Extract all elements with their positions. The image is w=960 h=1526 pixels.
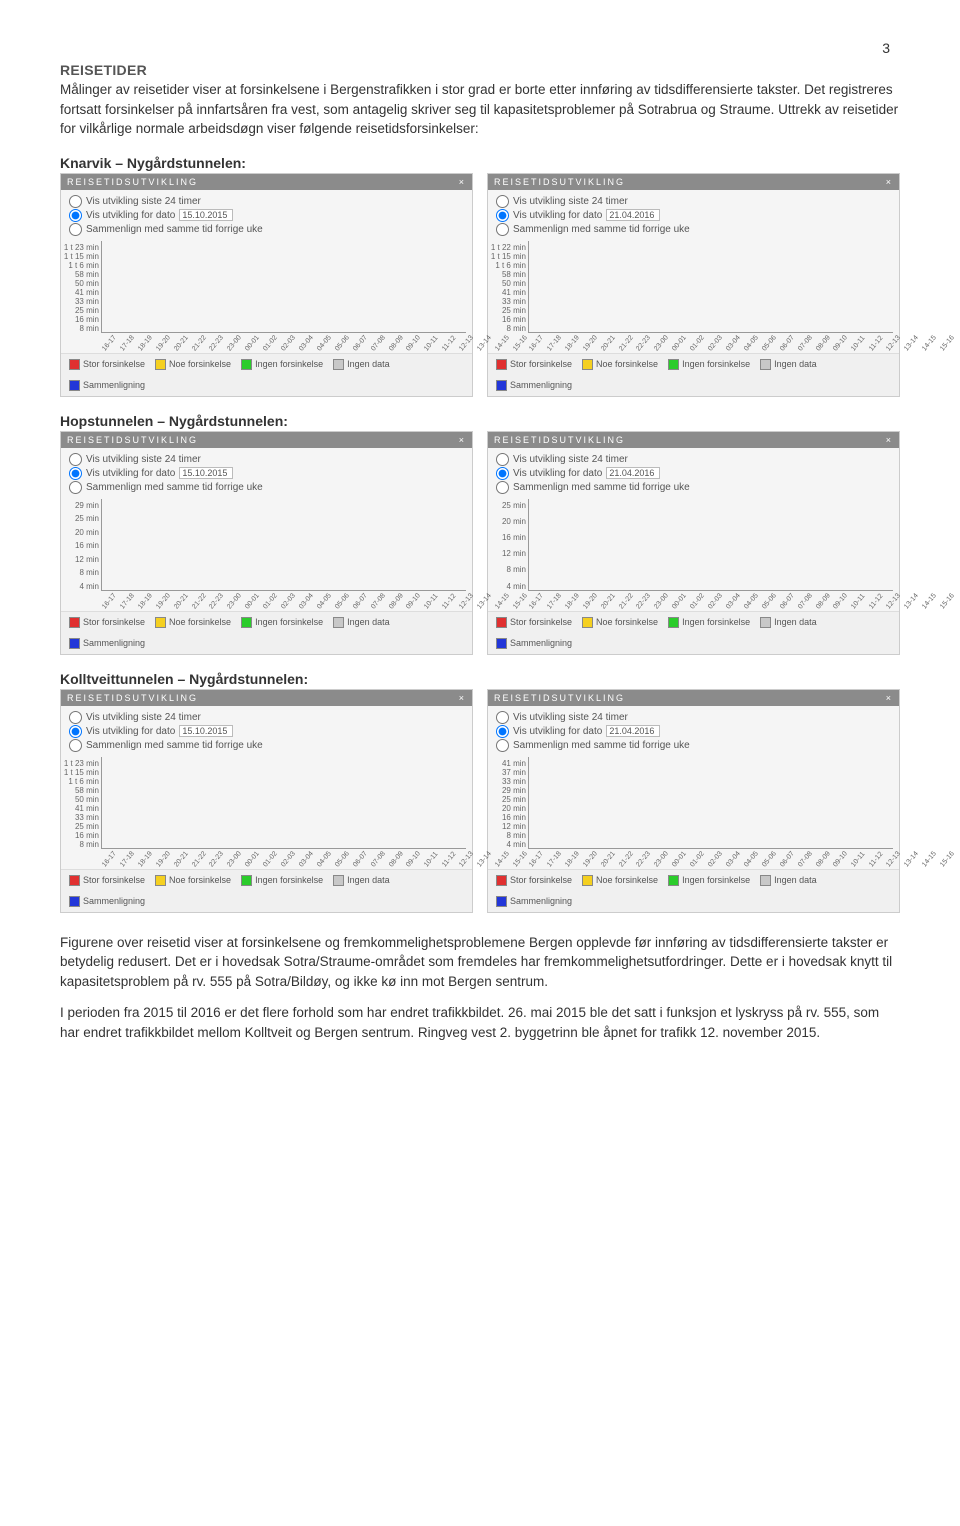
radio-option-compare[interactable]: Sammenlign med samme tid forrige uke (69, 739, 464, 752)
chart-section-title: Knarvik – Nygårdstunnelen: (60, 155, 900, 171)
chart-panel: REISETIDSUTVIKLING × Vis utvikling siste 2… (487, 431, 900, 655)
close-icon[interactable]: × (886, 693, 893, 703)
bar-plot (101, 241, 466, 333)
radio-option-24h[interactable]: Vis utvikling siste 24 timer (69, 195, 464, 208)
paragraph-3: I perioden fra 2015 til 2016 er det fler… (60, 1003, 900, 1042)
page-number: 3 (60, 40, 900, 56)
close-icon[interactable]: × (886, 435, 893, 445)
radio-option-compare[interactable]: Sammenlign med samme tid forrige uke (496, 481, 891, 494)
chart-panel: REISETIDSUTVIKLING × Vis utvikling siste 2… (60, 173, 473, 397)
radio-option-date[interactable]: Vis utvikling for dato 21.04.2016 (496, 725, 891, 738)
chart-legend: Stor forsinkelseNoe forsinkelseIngen for… (488, 353, 899, 396)
radio-option-date[interactable]: Vis utvikling for dato 15.10.2015 (69, 467, 464, 480)
date-input[interactable]: 21.04.2016 (606, 209, 660, 221)
radio-option-compare[interactable]: Sammenlign med samme tid forrige uke (69, 223, 464, 236)
chart-section-title: Hopstunnelen – Nygårdstunnelen: (60, 413, 900, 429)
radio-option-date[interactable]: Vis utvikling for dato 21.04.2016 (496, 209, 891, 222)
chart-legend: Stor forsinkelseNoe forsinkelseIngen for… (61, 869, 472, 912)
panel-title: REISETIDSUTVIKLING (67, 177, 198, 187)
radio-option-24h[interactable]: Vis utvikling siste 24 timer (496, 195, 891, 208)
radio-option-date[interactable]: Vis utvikling for dato 21.04.2016 (496, 467, 891, 480)
panel-title: REISETIDSUTVIKLING (494, 435, 625, 445)
bar-plot (528, 499, 893, 591)
date-input[interactable]: 21.04.2016 (606, 467, 660, 479)
radio-option-compare[interactable]: Sammenlign med samme tid forrige uke (496, 223, 891, 236)
chart-panel: REISETIDSUTVIKLING × Vis utvikling siste 2… (487, 173, 900, 397)
bar-plot (528, 757, 893, 849)
radio-option-24h[interactable]: Vis utvikling siste 24 timer (69, 453, 464, 466)
chart-legend: Stor forsinkelseNoe forsinkelseIngen for… (488, 611, 899, 654)
section-heading: REISETIDER (60, 62, 900, 78)
chart-panel: REISETIDSUTVIKLING × Vis utvikling siste 2… (60, 689, 473, 913)
radio-option-date[interactable]: Vis utvikling for dato 15.10.2015 (69, 209, 464, 222)
date-input[interactable]: 15.10.2015 (179, 725, 233, 737)
date-input[interactable]: 15.10.2015 (179, 467, 233, 479)
chart-legend: Stor forsinkelseNoe forsinkelseIngen for… (61, 611, 472, 654)
panel-title: REISETIDSUTVIKLING (67, 693, 198, 703)
date-input[interactable]: 21.04.2016 (606, 725, 660, 737)
chart-legend: Stor forsinkelseNoe forsinkelseIngen for… (61, 353, 472, 396)
chart-legend: Stor forsinkelseNoe forsinkelseIngen for… (488, 869, 899, 912)
panel-title: REISETIDSUTVIKLING (494, 177, 625, 187)
close-icon[interactable]: × (459, 435, 466, 445)
bar-plot (528, 241, 893, 333)
chart-panel: REISETIDSUTVIKLING × Vis utvikling siste 2… (487, 689, 900, 913)
radio-option-24h[interactable]: Vis utvikling siste 24 timer (496, 453, 891, 466)
radio-option-24h[interactable]: Vis utvikling siste 24 timer (496, 711, 891, 724)
radio-option-date[interactable]: Vis utvikling for dato 15.10.2015 (69, 725, 464, 738)
chart-section-title: Kolltveittunnelen – Nygårdstunnelen: (60, 671, 900, 687)
radio-option-24h[interactable]: Vis utvikling siste 24 timer (69, 711, 464, 724)
bar-plot (101, 499, 466, 591)
radio-option-compare[interactable]: Sammenlign med samme tid forrige uke (496, 739, 891, 752)
radio-option-compare[interactable]: Sammenlign med samme tid forrige uke (69, 481, 464, 494)
chart-panel: REISETIDSUTVIKLING × Vis utvikling siste 2… (60, 431, 473, 655)
bar-plot (101, 757, 466, 849)
panel-title: REISETIDSUTVIKLING (67, 435, 198, 445)
close-icon[interactable]: × (886, 177, 893, 187)
close-icon[interactable]: × (459, 693, 466, 703)
close-icon[interactable]: × (459, 177, 466, 187)
intro-paragraph: Målinger av reisetider viser at forsinke… (60, 80, 900, 139)
panel-title: REISETIDSUTVIKLING (494, 693, 625, 703)
date-input[interactable]: 15.10.2015 (179, 209, 233, 221)
paragraph-2: Figurene over reisetid viser at forsinke… (60, 933, 900, 992)
